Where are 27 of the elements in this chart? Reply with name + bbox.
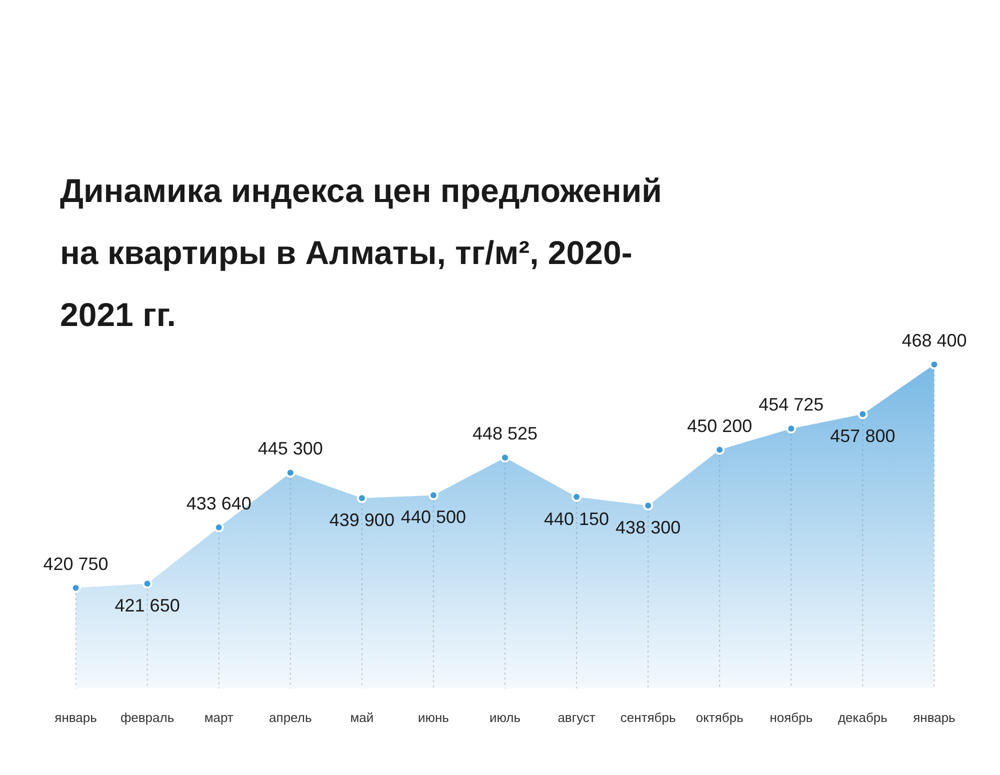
x-tick-label: сентябрь bbox=[620, 710, 676, 725]
x-tick-label: декабрь bbox=[838, 710, 888, 725]
x-tick-label: июль bbox=[489, 710, 521, 725]
data-label: 454 725 bbox=[758, 394, 824, 415]
x-tick-label: ноябрь bbox=[770, 710, 813, 725]
data-label: 468 400 bbox=[902, 330, 967, 350]
chart-title: Динамика индекса цен предложений на квартиры в Алматы, тг/м², 2020-2021 гг. bbox=[60, 171, 663, 335]
data-label: 420 750 bbox=[43, 554, 108, 574]
data-label: 421 650 bbox=[114, 596, 180, 616]
x-tick-label: январь bbox=[54, 710, 98, 725]
data-label: 438 300 bbox=[616, 518, 681, 538]
x-tick-label: июнь bbox=[418, 710, 450, 725]
data-label: 433 640 bbox=[186, 493, 252, 514]
x-tick-label: май bbox=[350, 710, 374, 725]
x-tick-label: январь bbox=[913, 710, 956, 725]
x-tick-label: октябрь bbox=[696, 710, 744, 725]
x-tick-label: август bbox=[558, 710, 596, 725]
data-label: 448 525 bbox=[472, 424, 538, 444]
data-label: 439 900 bbox=[329, 510, 394, 530]
data-label: 440 150 bbox=[544, 508, 610, 529]
data-label: 450 200 bbox=[687, 416, 752, 436]
data-label: 445 300 bbox=[258, 438, 323, 459]
x-tick-label: март bbox=[204, 710, 234, 725]
data-label: 440 500 bbox=[400, 507, 466, 528]
x-tick-label: февраль bbox=[120, 710, 174, 725]
x-tick-label: апрель bbox=[269, 710, 312, 725]
data-label: 457 800 bbox=[830, 426, 896, 446]
